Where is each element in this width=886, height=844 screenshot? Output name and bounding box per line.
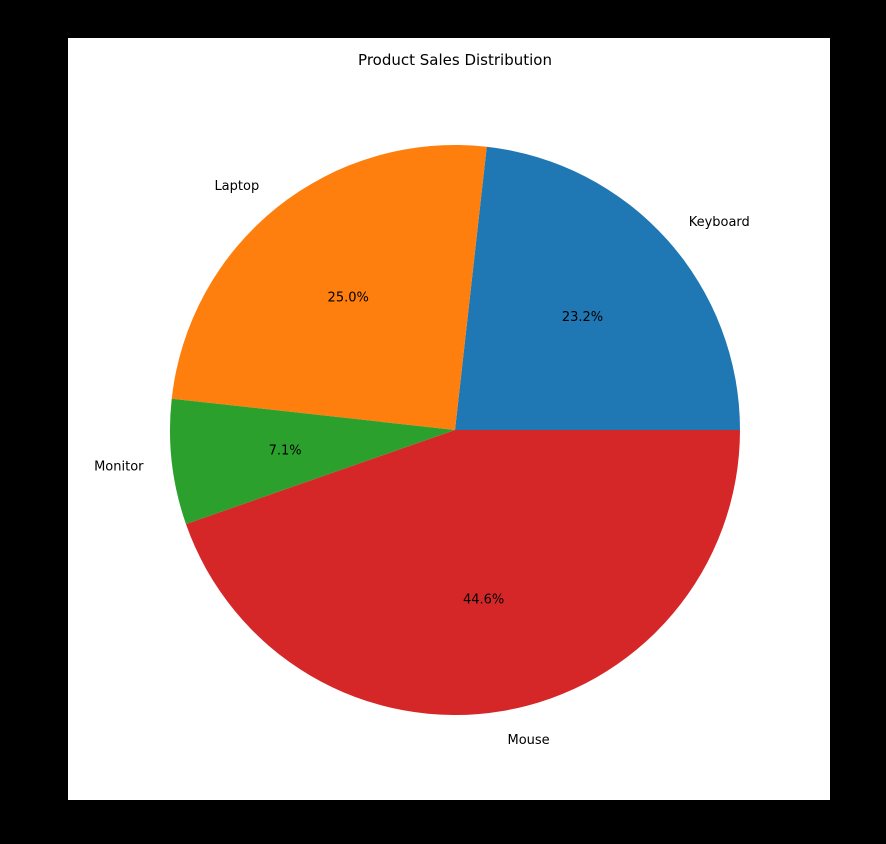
chart-title: Product Sales Distribution bbox=[358, 51, 552, 69]
slice-label-monitor: Monitor bbox=[94, 459, 144, 474]
pct-label-laptop: 25.0% bbox=[328, 290, 369, 305]
pct-label-monitor: 7.1% bbox=[269, 443, 302, 458]
pct-label-keyboard: 23.2% bbox=[562, 310, 603, 325]
pie-slice-monitor bbox=[170, 398, 456, 525]
slice-label-mouse: Mouse bbox=[507, 733, 549, 748]
slice-labels-group: Keyboard Laptop Monitor Mouse bbox=[94, 179, 750, 748]
slice-label-laptop: Laptop bbox=[214, 179, 259, 194]
slice-label-keyboard: Keyboard bbox=[689, 215, 750, 230]
pie-slice-laptop bbox=[171, 144, 487, 430]
pie-slice-mouse bbox=[185, 430, 741, 716]
slices-group bbox=[170, 144, 741, 716]
pct-label-mouse: 44.6% bbox=[463, 593, 504, 608]
pct-labels-group: 23.2% 25.0% 7.1% 44.6% bbox=[269, 290, 604, 607]
pie-slice-keyboard bbox=[455, 146, 740, 430]
